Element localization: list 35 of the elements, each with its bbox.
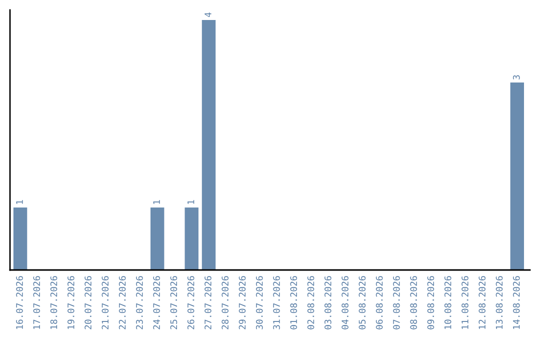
x-tick-label: 11.08.2026 [462,276,468,329]
x-tick-label: 19.07.2026 [67,276,74,329]
x-tick-label: 12.08.2026 [478,276,486,329]
x-tick-label: 26.07.2026 [187,276,194,330]
x-tick-label: 16.07.2026 [16,276,23,329]
x-tick-label: 24.07.2026 [153,276,160,330]
x-tick-label: 18.07.2026 [50,276,58,329]
x-tick-label: 27.07.2026 [204,276,212,330]
x-tick-label: 13.08.2026 [496,276,503,329]
x-tick-label: 03.08.2026 [324,276,332,330]
x-tick-label: 08.08.2026 [410,276,417,330]
x-tick-label: 22.07.2026 [118,276,126,330]
x-tick-label: 10.08.2026 [444,276,452,329]
x-tick-label: 21.07.2026 [102,276,109,330]
x-tick-label: 05.08.2026 [358,276,366,330]
x-tick-label: 01.08.2026 [290,276,298,330]
data-label: 1 [16,200,23,204]
x-tick-label: 02.08.2026 [307,276,314,330]
data-label: 1 [188,200,194,204]
x-tick-label: 25.07.2026 [170,276,178,330]
x-tick-label: 31.07.2026 [273,276,280,330]
x-tick-label: 09.08.2026 [427,276,434,330]
data-label: 3 [512,75,520,80]
x-tick-label: 23.07.2026 [136,276,143,330]
data-label: 1 [153,200,160,204]
x-tick-label: 04.08.2026 [342,276,348,330]
data-label: 4 [204,12,212,18]
x-tick-label: 07.08.2026 [393,276,400,330]
x-tick-label: 29.07.2026 [238,276,246,330]
x-tick-label: 14.08.2026 [512,276,520,329]
x-tick-label: 30.07.2026 [256,276,263,330]
x-tick-label: 20.07.2026 [84,276,92,330]
x-tick-label: 06.08.2026 [376,276,383,330]
x-tick-label: 28.07.2026 [222,276,229,330]
x-tick-label: 17.07.2026 [33,276,40,329]
